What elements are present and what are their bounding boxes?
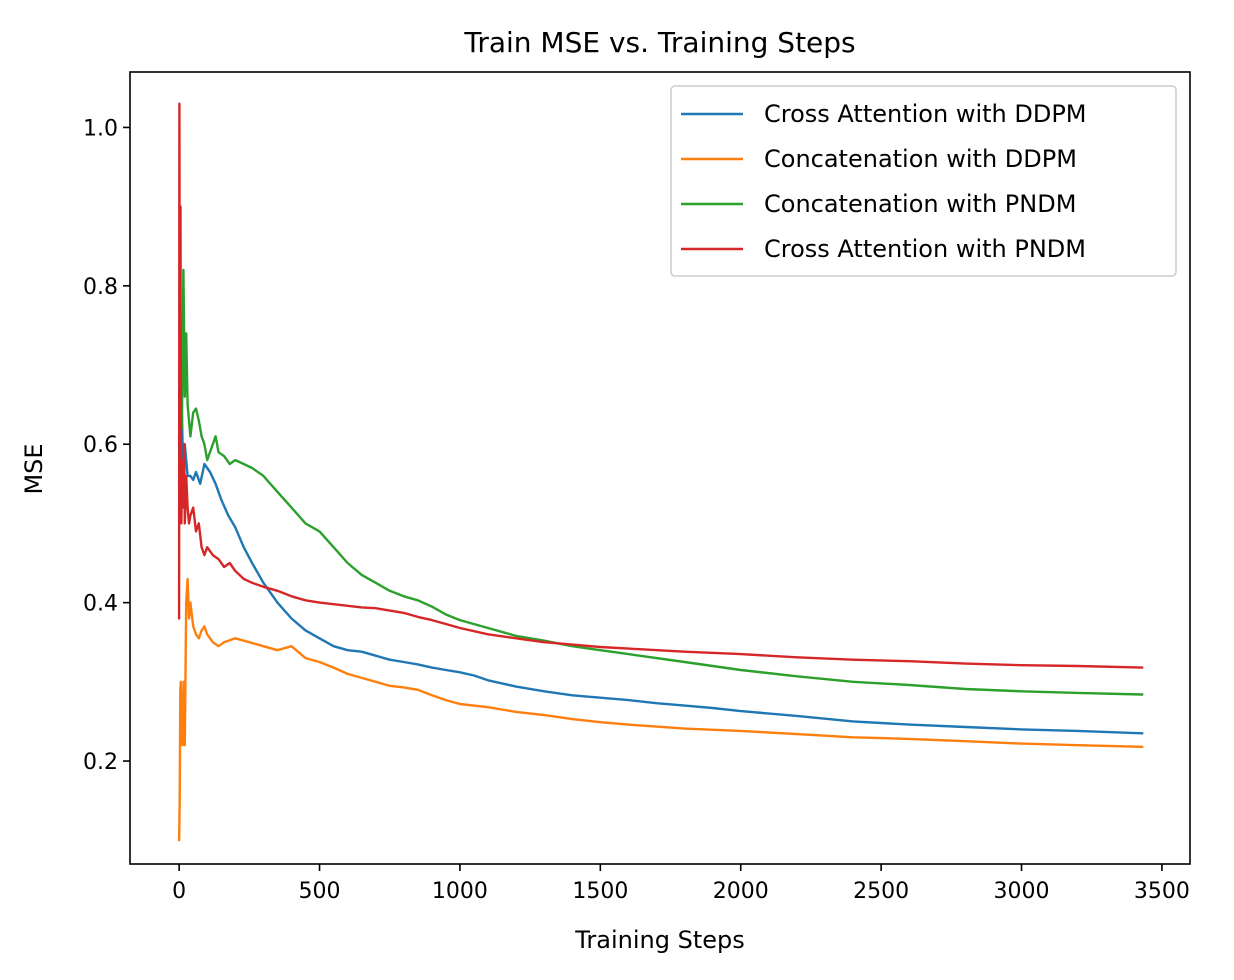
legend-label: Cross Attention with PNDM	[764, 235, 1086, 263]
x-tick-label: 500	[299, 879, 341, 904]
legend-label: Concatenation with DDPM	[764, 145, 1077, 173]
x-tick-label: 2000	[713, 879, 769, 904]
legend-label: Cross Attention with DDPM	[764, 100, 1087, 128]
series-line-2	[177, 577, 1144, 842]
legend-box	[670, 85, 1177, 277]
x-tick-label: 2500	[853, 879, 909, 904]
y-tick-label: 0.8	[83, 275, 118, 300]
x-tick-label: 3000	[994, 879, 1050, 904]
series-line-3	[177, 268, 1144, 696]
series-layer	[177, 102, 1144, 842]
series-line-1	[177, 316, 1144, 735]
axes-layer: 0 500 1000 1500 2000 2500 3000 3500 0.2 0.4 0.6 0.8…	[83, 71, 1191, 904]
x-tick-label: 3500	[1134, 879, 1190, 904]
legend-label: Concatenation with PNDM	[764, 190, 1076, 218]
series-line-4	[177, 102, 1144, 669]
y-tick-label: 0.2	[83, 750, 118, 775]
y-tick-label: 1.0	[83, 116, 118, 141]
chart-title: Train MSE vs. Training Steps	[463, 26, 855, 59]
y-tick-label: 0.4	[83, 592, 118, 617]
x-axis-label: Training Steps	[574, 926, 744, 954]
x-tick-label: 1500	[572, 879, 628, 904]
x-tick-label: 0	[172, 879, 186, 904]
x-tick-label: 1000	[432, 879, 488, 904]
y-axis-label: MSE	[20, 443, 48, 494]
plot-frame	[129, 71, 1191, 865]
y-tick-label: 0.6	[83, 433, 118, 458]
legend: Cross Attention with DDPM Concatenation w…	[670, 85, 1177, 277]
